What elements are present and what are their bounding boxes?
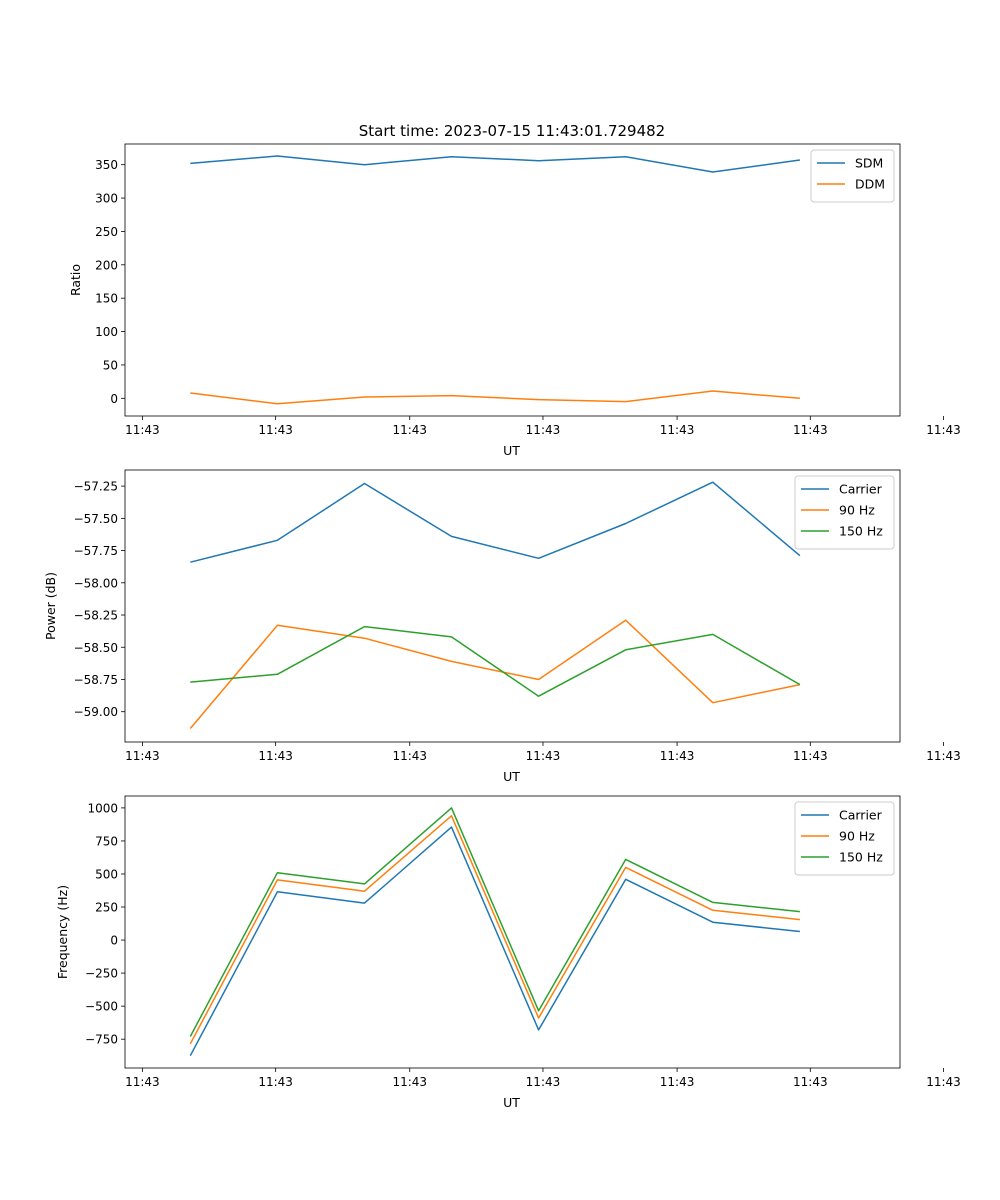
x-tick-label: 11:43 xyxy=(793,423,828,437)
x-tick-label: 11:43 xyxy=(793,749,828,763)
legend-label: 90 Hz xyxy=(839,829,875,844)
subplot-ratio: 11:43 11:43 11:43 11:43 11:43 11:43 11:43 0 50 10… xyxy=(68,143,961,458)
x-axis-label: UT xyxy=(503,1095,520,1110)
y-tick-label: −57.75 xyxy=(74,544,118,558)
series-line-sdm xyxy=(190,155,801,173)
series-line-150-hz xyxy=(189,807,800,1037)
legend-label: DDM xyxy=(855,177,885,192)
axes-frame xyxy=(124,143,901,417)
axes-frame xyxy=(124,795,901,1069)
x-tick-label: 11:43 xyxy=(660,749,695,763)
y-tick-label: −750 xyxy=(85,1033,118,1047)
y-tick-label: −57.50 xyxy=(74,512,118,526)
axes-frame xyxy=(124,469,901,743)
y-tick-label: −500 xyxy=(85,1000,118,1014)
y-axis-label: Frequency (Hz) xyxy=(55,885,70,979)
y-tick-label: −57.25 xyxy=(74,480,118,494)
series-line-carrier xyxy=(189,826,800,1057)
x-tick-label: 11:43 xyxy=(926,423,961,437)
legend: SDM DDM xyxy=(810,149,895,203)
legend-label: 90 Hz xyxy=(839,503,875,518)
legend: Carrier 90 Hz 150 Hz xyxy=(794,475,895,550)
x-tick-label: 11:43 xyxy=(793,1075,828,1089)
x-tick-label: 11:43 xyxy=(125,423,160,437)
x-tick-label: 11:43 xyxy=(526,1075,561,1089)
y-tick-label: 150 xyxy=(95,292,118,306)
x-tick-label: 11:43 xyxy=(526,749,561,763)
chart-title: Start time: 2023-07-15 11:43:01.729482 xyxy=(359,122,665,140)
y-tick-label: 250 xyxy=(95,225,118,239)
x-tick-label: 11:43 xyxy=(926,1075,961,1089)
x-tick-label: 11:43 xyxy=(125,749,160,763)
x-tick-label: 11:43 xyxy=(258,423,293,437)
x-tick-label: 11:43 xyxy=(125,1075,160,1089)
y-tick-label: −59.00 xyxy=(74,705,118,719)
legend-label: Carrier xyxy=(839,482,883,497)
x-tick-label: 11:43 xyxy=(392,749,427,763)
y-tick-label: −250 xyxy=(85,967,118,981)
y-axis-label: Power (dB) xyxy=(43,572,58,640)
y-tick-label: 350 xyxy=(95,158,118,172)
y-tick-label: 500 xyxy=(95,867,118,881)
legend: Carrier 90 Hz 150 Hz xyxy=(794,801,895,876)
y-axis-label: Ratio xyxy=(68,264,83,296)
y-tick-label: 200 xyxy=(95,258,118,272)
x-tick-label: 11:43 xyxy=(392,1075,427,1089)
series-line-carrier xyxy=(190,481,801,563)
y-tick-label: 0 xyxy=(110,934,118,948)
y-tick-label: 300 xyxy=(95,192,118,206)
y-tick-label: −58.75 xyxy=(74,673,118,687)
legend-label: Carrier xyxy=(839,808,883,823)
y-tick-label: 1000 xyxy=(87,801,118,815)
y-tick-label: −58.00 xyxy=(74,576,118,590)
y-tick-label: −58.50 xyxy=(74,641,118,655)
y-tick-label: 750 xyxy=(95,834,118,848)
y-tick-label: 250 xyxy=(95,901,118,915)
x-tick-label: 11:43 xyxy=(392,423,427,437)
x-axis-label: UT xyxy=(503,769,520,784)
y-tick-label: 50 xyxy=(103,358,118,372)
x-tick-label: 11:43 xyxy=(660,423,695,437)
x-tick-label: 11:43 xyxy=(258,749,293,763)
x-tick-label: 11:43 xyxy=(258,1075,293,1089)
subplot-power: 11:43 11:43 11:43 11:43 11:43 11:43 11:43 −59.0… xyxy=(43,469,961,784)
legend-label: 150 Hz xyxy=(839,524,883,539)
series-line-90-hz xyxy=(189,815,800,1045)
y-tick-label: 0 xyxy=(110,392,118,406)
series-line-90-hz xyxy=(189,619,801,729)
series-line-ddm xyxy=(190,390,800,405)
legend-label: 150 Hz xyxy=(839,850,883,865)
x-tick-label: 11:43 xyxy=(526,423,561,437)
legend-label: SDM xyxy=(855,156,883,171)
x-tick-label: 11:43 xyxy=(660,1075,695,1089)
x-axis-label: UT xyxy=(503,443,520,458)
series-line-150-hz xyxy=(190,625,801,697)
y-tick-label: −58.25 xyxy=(74,609,118,623)
x-tick-label: 11:43 xyxy=(926,749,961,763)
subplot-frequency: 11:43 11:43 11:43 11:43 11:43 11:43 11:43 −750 −… xyxy=(55,795,961,1110)
y-tick-label: 100 xyxy=(95,325,118,339)
